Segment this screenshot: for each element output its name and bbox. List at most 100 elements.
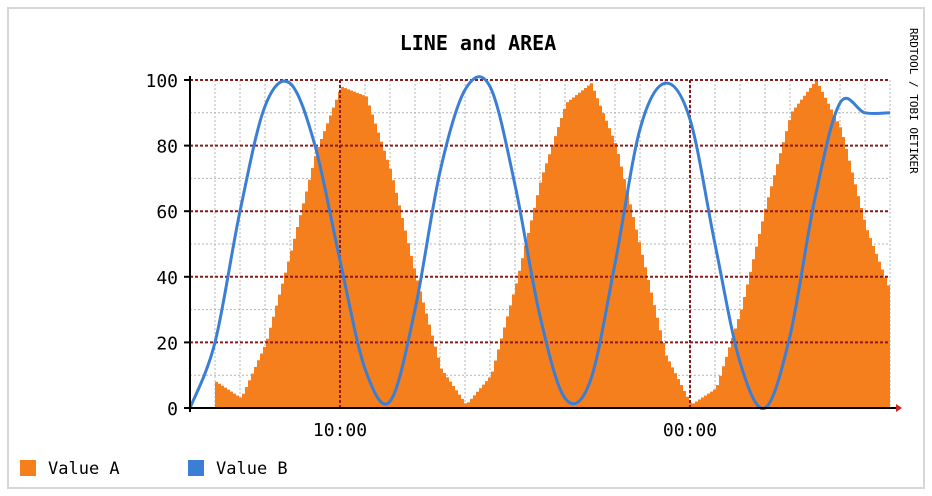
area-bar — [659, 330, 662, 408]
area-bar — [854, 184, 857, 408]
area-bar — [251, 373, 254, 408]
area-bar — [716, 385, 719, 408]
area-bar — [350, 90, 353, 408]
area-bar — [812, 83, 815, 408]
area-bar — [359, 94, 362, 409]
area-bar — [437, 357, 440, 408]
area-bar — [530, 220, 533, 408]
area-bar — [587, 85, 590, 408]
area-bar — [800, 99, 803, 409]
area-bar — [827, 103, 830, 408]
area-bar — [590, 83, 593, 408]
area-bar — [734, 328, 737, 408]
area-bar — [599, 105, 602, 408]
area-bar — [512, 294, 515, 408]
area-bar — [503, 327, 506, 408]
area-bar — [557, 127, 560, 408]
area-bar — [233, 393, 236, 408]
area-bar — [269, 327, 272, 408]
area-bar — [851, 172, 854, 408]
area-bar — [365, 96, 368, 409]
area-bar — [725, 356, 728, 408]
major-grid — [190, 79, 890, 408]
area-series — [215, 80, 890, 409]
area-bar — [455, 390, 458, 408]
area-bar — [521, 258, 524, 408]
area-bar — [371, 114, 374, 408]
area-bar — [281, 283, 284, 408]
area-bar — [737, 319, 740, 408]
area-bar — [692, 403, 695, 408]
area-bar — [293, 238, 296, 408]
area-bar — [242, 393, 245, 408]
area-bar — [311, 167, 314, 408]
area-bar — [578, 92, 581, 408]
area-bar — [686, 396, 689, 408]
area-bar — [215, 381, 218, 408]
area-bar — [848, 160, 851, 408]
area-bar — [728, 347, 731, 408]
area-bar — [575, 95, 578, 408]
area-bar — [596, 98, 599, 408]
y-tick-label: 60 — [156, 202, 178, 223]
area-bar — [569, 99, 572, 408]
area-bar — [755, 246, 758, 408]
area-bar — [560, 118, 563, 408]
area-bar — [341, 86, 344, 408]
area-bar — [824, 97, 827, 408]
area-bar — [473, 395, 476, 408]
area-bar — [434, 346, 437, 408]
area-bar — [386, 159, 389, 408]
area-bar — [413, 268, 416, 408]
area-bar — [722, 366, 725, 408]
area-bar — [218, 383, 221, 408]
y-tick-label: 40 — [156, 268, 178, 289]
area-bar — [260, 353, 263, 408]
area-bar — [383, 150, 386, 408]
area-bar — [647, 279, 650, 408]
area-bar — [362, 95, 365, 408]
y-tick-labels: 0 20 40 60 80 100 — [145, 71, 178, 420]
area-bar — [482, 384, 485, 408]
area-bar — [671, 367, 674, 408]
area-bar — [593, 90, 596, 409]
area-bar — [335, 99, 338, 409]
area-bar — [257, 360, 260, 408]
area-bar — [272, 316, 275, 408]
area-bar — [584, 88, 587, 408]
area-bar — [239, 397, 242, 408]
area-bar — [275, 305, 278, 408]
x-tick-label: 00:00 — [663, 420, 717, 441]
area-bar — [704, 395, 707, 408]
area-bar — [461, 398, 464, 408]
area-bar — [464, 403, 467, 408]
side-label: RRDTOOL / TOBI OETIKER — [907, 28, 920, 174]
area-bar — [677, 379, 680, 408]
area-bar — [566, 102, 569, 409]
area-bar — [641, 254, 644, 408]
area-bar — [665, 355, 668, 408]
area-bar — [545, 163, 548, 408]
area-bar — [314, 156, 317, 408]
y-tick-label: 0 — [167, 399, 178, 420]
area-bar — [773, 175, 776, 408]
area-bar — [404, 230, 407, 408]
area-bar — [833, 115, 836, 408]
area-bar — [656, 317, 659, 408]
area-bar — [425, 313, 428, 408]
area-bar — [500, 338, 503, 408]
area-bar — [875, 253, 878, 408]
area-bar — [380, 141, 383, 408]
area-bar — [653, 305, 656, 408]
area-bar — [266, 338, 269, 408]
area-bar — [305, 191, 308, 408]
area-bar — [638, 242, 641, 408]
area-bar — [821, 91, 824, 409]
area-bar — [458, 394, 461, 408]
area-bar — [776, 164, 779, 408]
area-bar — [698, 399, 701, 408]
axes — [184, 76, 902, 412]
area-bar — [695, 401, 698, 408]
area-bar — [440, 368, 443, 408]
area-bar — [623, 179, 626, 408]
